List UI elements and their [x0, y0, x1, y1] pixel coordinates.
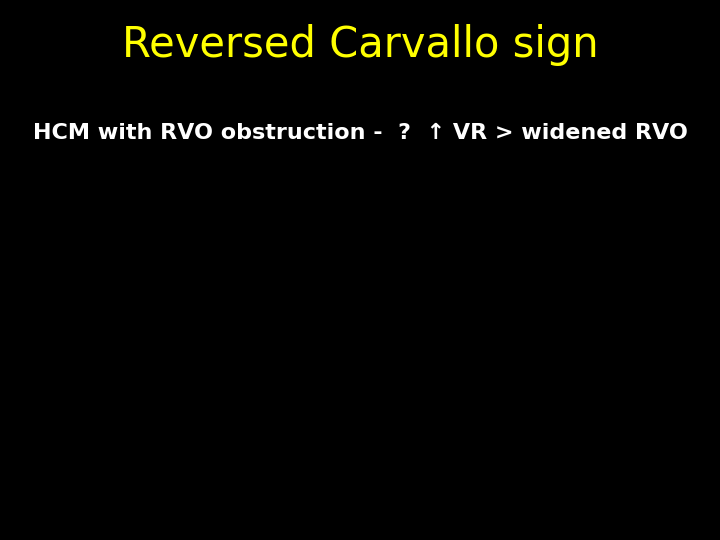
- Text: L: L: [23, 263, 35, 281]
- Text: E: E: [22, 457, 35, 475]
- Text: Expiration: Expiration: [152, 516, 237, 534]
- Text: Inspiration: Inspiration: [474, 516, 562, 534]
- Text: M: M: [20, 329, 37, 347]
- Text: 3LSB: 3LSB: [9, 233, 52, 248]
- Text: HCM with RVO obstruction -  ?  ↑ VR > widened RVO: HCM with RVO obstruction - ? ↑ VR > wide…: [32, 123, 688, 143]
- Text: H: H: [22, 391, 36, 409]
- Text: Reversed Carvallo sign: Reversed Carvallo sign: [122, 24, 598, 66]
